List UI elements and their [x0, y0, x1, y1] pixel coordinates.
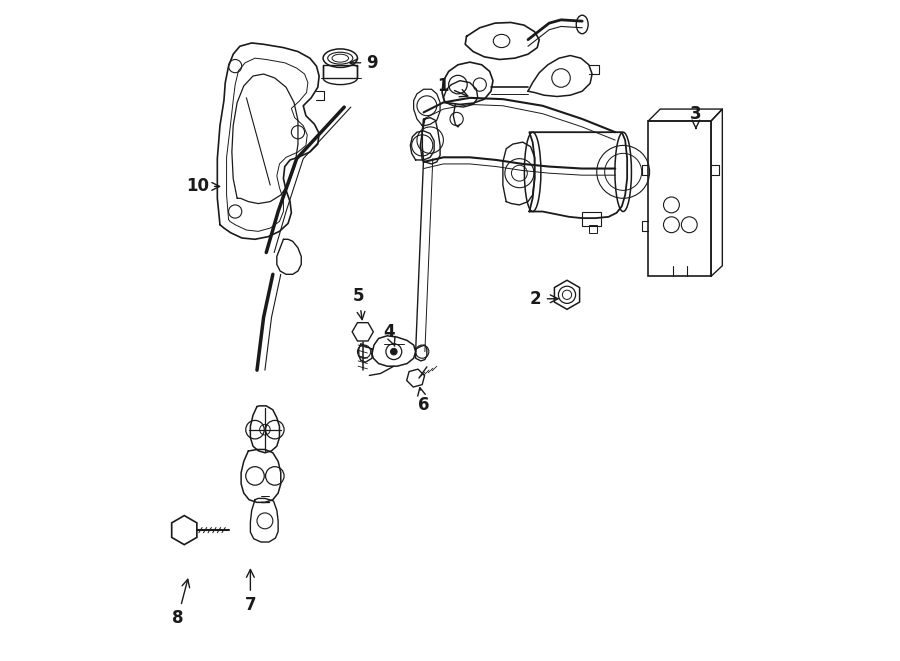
- Text: 1: 1: [437, 77, 468, 97]
- Bar: [323, 65, 357, 78]
- Text: 6: 6: [418, 387, 429, 414]
- Bar: [648, 121, 711, 276]
- Text: 10: 10: [186, 177, 220, 196]
- Text: 2: 2: [530, 290, 558, 308]
- Text: 7: 7: [245, 570, 256, 614]
- Circle shape: [391, 348, 397, 355]
- Text: 4: 4: [383, 323, 395, 346]
- Bar: [589, 225, 597, 233]
- Text: 9: 9: [350, 54, 378, 72]
- Bar: [582, 212, 600, 226]
- Text: 5: 5: [353, 287, 364, 320]
- Text: 8: 8: [172, 579, 190, 627]
- Text: 3: 3: [690, 104, 702, 128]
